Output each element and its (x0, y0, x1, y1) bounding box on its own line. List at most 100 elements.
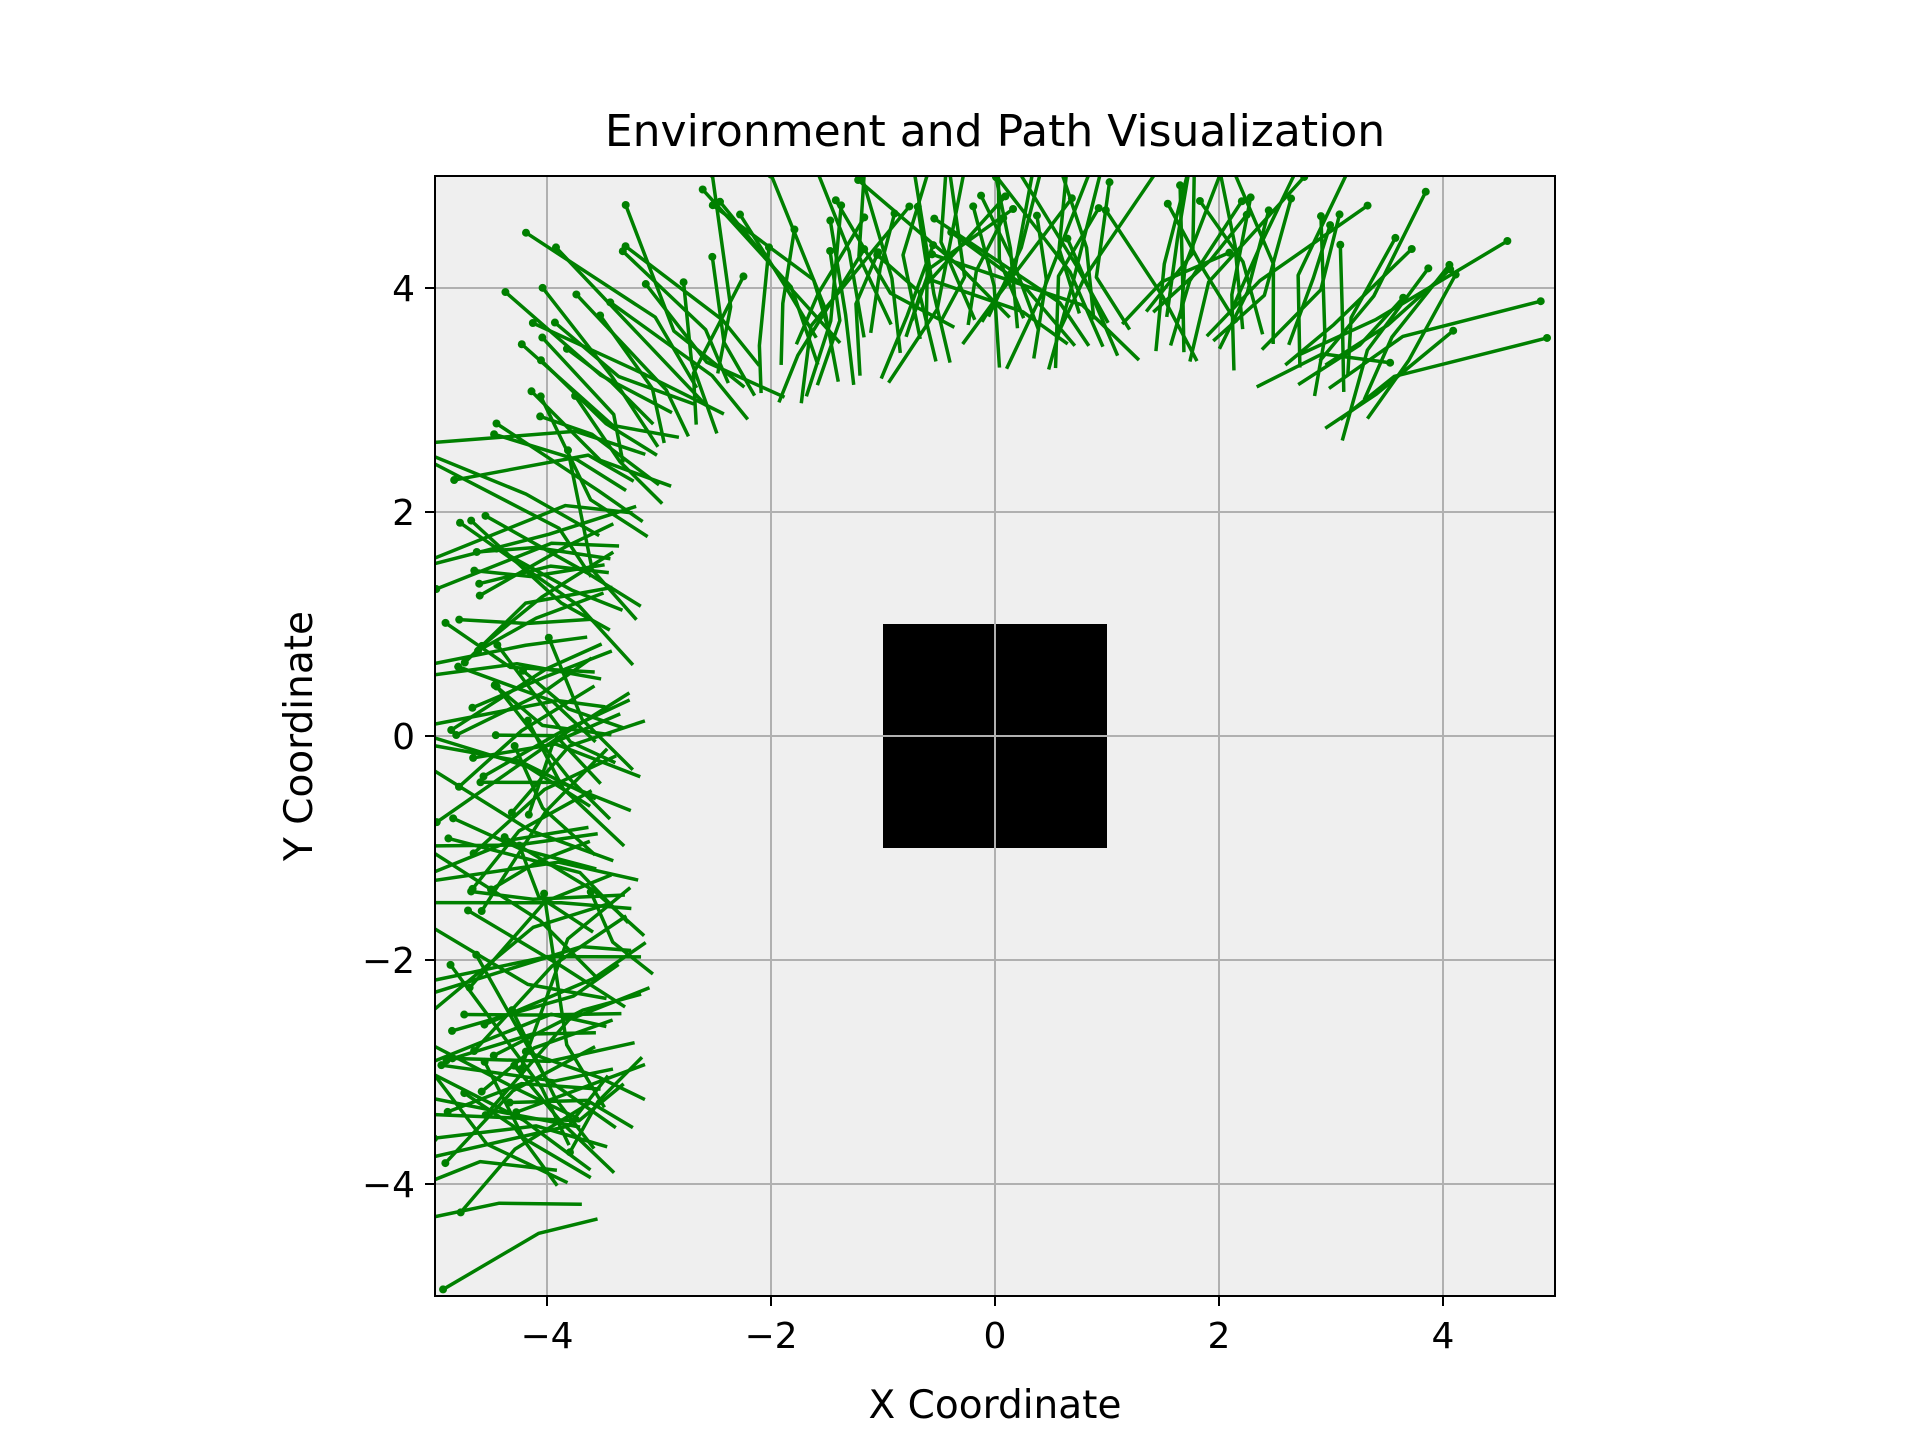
path-line (644, 282, 786, 399)
path-line (757, 247, 771, 394)
path-endpoint (1163, 199, 1172, 208)
path-line (467, 908, 627, 1009)
path-endpoint (969, 202, 978, 211)
path-endpoint (456, 1208, 465, 1217)
path-endpoint (454, 782, 463, 791)
path-endpoint (465, 983, 474, 992)
path-endpoint (439, 1285, 448, 1294)
path-line (483, 941, 647, 1027)
path-endpoint (389, 676, 397, 684)
path-endpoint (491, 731, 500, 740)
path-endpoint (449, 814, 458, 823)
path-line (928, 277, 1069, 346)
path-endpoint (831, 196, 840, 205)
path-endpoint (739, 272, 748, 281)
path-line (1032, 215, 1049, 359)
path-endpoint (527, 387, 536, 396)
path-endpoint (1326, 221, 1335, 230)
path-line (495, 547, 624, 612)
path-endpoint (456, 518, 465, 527)
path-endpoint (398, 1070, 406, 1078)
path-endpoint (512, 1108, 521, 1117)
path-endpoint (679, 278, 688, 287)
path-line (471, 649, 613, 710)
path-endpoint (538, 283, 547, 292)
path-line (477, 591, 605, 653)
path-endpoint (479, 772, 488, 781)
path-line (1318, 190, 1428, 363)
path-line (435, 1074, 610, 1159)
path-endpoint (767, 176, 775, 179)
path-line (435, 541, 620, 591)
path-endpoint (418, 759, 426, 767)
path-endpoint (460, 1010, 469, 1019)
path-endpoint (960, 166, 968, 174)
path-endpoint (452, 731, 461, 740)
path-line (1362, 263, 1451, 401)
path-line (996, 176, 1026, 319)
path-line (710, 176, 733, 374)
path-endpoint (977, 191, 986, 200)
path-line (447, 1081, 601, 1114)
path-endpoint (861, 160, 869, 168)
path-line (1296, 176, 1348, 368)
path-endpoint (517, 340, 526, 349)
path-endpoint (1421, 187, 1430, 196)
path-endpoint (426, 1040, 434, 1048)
path-line (1019, 176, 1110, 324)
path-line (547, 637, 635, 771)
path-line (1165, 176, 1190, 318)
path-line (464, 1011, 622, 1017)
path-line (711, 203, 833, 339)
path-endpoint (446, 960, 455, 969)
path-endpoint (1063, 234, 1072, 243)
path-line (480, 1018, 614, 1093)
path-endpoint (1105, 178, 1114, 187)
path-endpoint (376, 1224, 384, 1232)
path-line (1233, 176, 1276, 344)
path-line (474, 563, 605, 579)
x-tick-label: 2 (1208, 1316, 1231, 1357)
path-endpoint (1335, 210, 1344, 219)
path-endpoint (490, 681, 499, 690)
y-tick-label: 2 (392, 493, 415, 534)
path-line (539, 395, 649, 539)
path-line (480, 550, 615, 648)
path-endpoint (1300, 176, 1309, 181)
path-line (457, 684, 596, 789)
path-endpoint (536, 412, 545, 421)
path-endpoint (388, 885, 396, 893)
path-line (463, 1091, 559, 1187)
y-tick-label: −4 (362, 1165, 415, 1206)
path-line (435, 901, 612, 1012)
path-endpoint (492, 419, 501, 428)
path-line (916, 206, 929, 327)
path-endpoint (409, 836, 417, 844)
path-line (493, 683, 612, 737)
path-line (1230, 197, 1253, 371)
path-endpoint (1386, 358, 1395, 367)
path-endpoint (469, 849, 478, 858)
path-line (459, 1100, 592, 1214)
path-line (834, 199, 956, 329)
path-endpoint (448, 1026, 457, 1035)
path-endpoint (1264, 206, 1273, 215)
path-endpoint (550, 318, 559, 327)
path-line (435, 462, 593, 578)
path-endpoint (375, 1084, 383, 1092)
path-endpoint (524, 810, 533, 819)
path-line (493, 432, 627, 493)
path-line (828, 220, 856, 386)
path-endpoint (873, 250, 882, 259)
path-endpoint (437, 1061, 446, 1070)
path-line (1365, 273, 1458, 420)
path-endpoint (1195, 196, 1204, 205)
path-line (435, 635, 588, 666)
path-line (520, 342, 680, 440)
path-endpoint (468, 884, 477, 893)
path-line (1312, 216, 1327, 397)
path-line (530, 390, 672, 488)
path-endpoint (528, 319, 537, 328)
path-endpoint (854, 176, 863, 184)
